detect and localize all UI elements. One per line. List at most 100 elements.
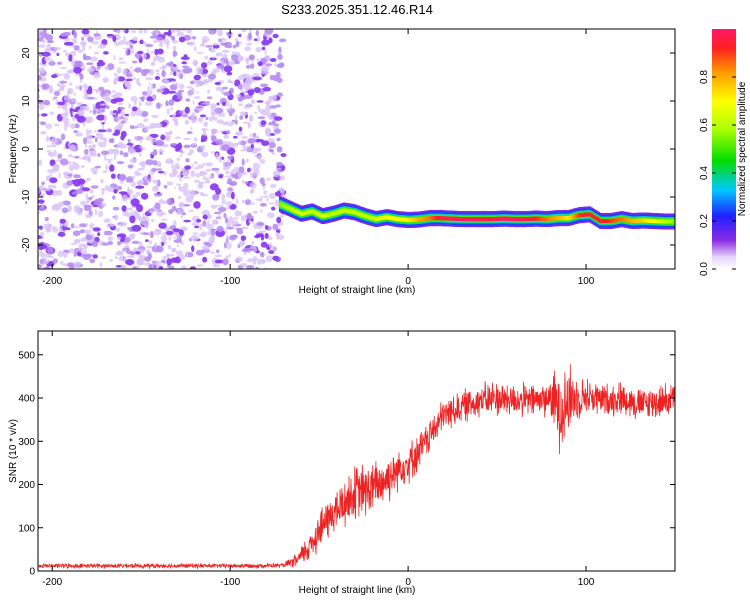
noise-blob — [215, 220, 219, 225]
noise-blob — [231, 220, 239, 226]
ridge-cell — [572, 214, 576, 219]
chart-title: S233.2025.351.12.46.R14 — [281, 2, 433, 17]
noise-blob — [68, 141, 71, 148]
noise-blob — [82, 137, 88, 145]
noise-blob — [89, 223, 95, 230]
noise-blob — [145, 100, 153, 107]
noise-blob — [238, 33, 242, 38]
noise-blob — [231, 191, 235, 200]
noise-blob — [208, 73, 216, 80]
ridge-cell — [619, 217, 622, 222]
ridge-cell — [621, 217, 624, 222]
noise-blob — [228, 253, 232, 258]
noise-blob — [180, 215, 183, 219]
noise-blob — [172, 40, 179, 44]
noise-blob — [88, 197, 93, 200]
noise-blob — [176, 31, 185, 37]
noise-blob — [148, 82, 151, 86]
ridge-cell — [673, 219, 675, 224]
noise-blob — [242, 144, 246, 151]
ridge-cell — [460, 217, 464, 222]
noise-blob — [264, 128, 271, 136]
noise-blob — [38, 112, 41, 118]
ridge-cell — [625, 217, 628, 222]
noise-blob — [123, 242, 130, 245]
noise-blob — [280, 153, 287, 158]
noise-blob — [90, 56, 98, 62]
ridge-cell — [306, 210, 309, 215]
noise-blob — [226, 130, 231, 135]
noise-blob — [52, 226, 59, 233]
noise-blob — [102, 95, 110, 101]
noise-blob — [200, 62, 208, 69]
noise-blob — [266, 246, 270, 250]
noise-blob — [279, 221, 284, 226]
noise-blob — [156, 102, 161, 109]
noise-blob — [38, 188, 41, 195]
ridge-cell — [311, 209, 314, 214]
ridge-cell — [485, 217, 489, 222]
noise-blob — [196, 218, 202, 223]
noise-blob — [109, 258, 113, 262]
noise-blob — [129, 125, 135, 129]
ridge-cell — [580, 213, 583, 217]
noise-blob — [156, 48, 164, 55]
ridge-cell — [403, 217, 406, 222]
noise-blob — [208, 237, 215, 245]
snr-x-axis: -200 -100 0 100 — [42, 331, 595, 588]
ridge-cell — [374, 217, 378, 221]
ridge-cell — [447, 216, 450, 221]
colorbar-tick-label: 0.2 — [699, 214, 710, 228]
noise-blob — [255, 46, 262, 53]
noise-blob — [201, 80, 208, 84]
noise-blob — [125, 210, 129, 213]
noise-blob — [57, 231, 66, 237]
noise-blob — [238, 41, 243, 45]
noise-blob — [260, 252, 264, 256]
noise-blob — [89, 258, 96, 264]
noise-blob — [76, 102, 83, 106]
noise-blob — [181, 212, 186, 216]
noise-blob — [178, 186, 186, 192]
noise-blob — [141, 69, 148, 77]
noise-blob — [120, 110, 125, 117]
noise-blob — [51, 142, 57, 148]
noise-blob — [251, 188, 255, 194]
ridge-cell — [377, 216, 380, 221]
noise-blob — [128, 103, 131, 109]
noise-blob — [78, 243, 87, 248]
ridge-cell — [632, 218, 636, 223]
ridge-cell — [321, 214, 324, 218]
ridge-cell — [545, 217, 548, 222]
noise-blob — [58, 172, 61, 179]
noise-blob — [241, 112, 248, 116]
ridge-cell — [523, 217, 526, 222]
noise-blob — [178, 36, 186, 43]
noise-blob — [240, 235, 247, 241]
noise-blob — [53, 47, 62, 51]
noise-blob — [259, 159, 266, 164]
noise-blob — [272, 245, 276, 252]
x-tick-label: 0 — [405, 276, 411, 287]
noise-blob — [180, 242, 185, 245]
noise-blob — [38, 34, 42, 38]
noise-blob — [178, 201, 185, 208]
noise-blob — [199, 223, 203, 231]
noise-blob — [191, 245, 195, 252]
ridge-cell — [443, 216, 446, 221]
noise-blob — [265, 63, 273, 67]
noise-blob — [240, 226, 249, 230]
noise-blob — [38, 44, 46, 48]
noise-blob — [171, 164, 174, 168]
noise-blob — [110, 149, 118, 153]
noise-blob — [58, 84, 66, 89]
noise-blob — [121, 29, 125, 32]
noise-blob — [168, 130, 172, 136]
noise-blob — [59, 67, 68, 69]
noise-blob — [138, 215, 142, 223]
noise-blob — [102, 170, 108, 174]
noise-blob — [80, 165, 86, 168]
noise-blob — [205, 168, 212, 172]
noise-blob — [192, 60, 198, 66]
noise-blob — [69, 82, 73, 86]
